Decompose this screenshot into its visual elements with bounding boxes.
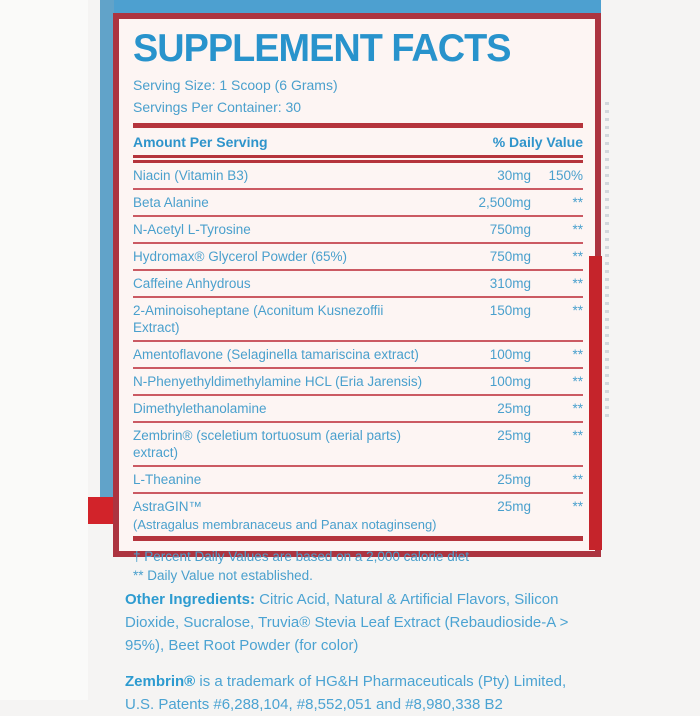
ingredient-daily-value: ** (572, 374, 583, 389)
ingredient-row: N-Acetyl L-Tyrosine 750mg ** (133, 217, 583, 244)
ingredient-subtext: (Astragalus membranaceus and Panax notag… (133, 517, 437, 532)
serving-size: Serving Size: 1 Scoop (6 Grams) (133, 77, 338, 93)
trademark-note-text: Zembrin® is a trademark of HG&H Pharmace… (125, 670, 587, 716)
vertical-microprint (605, 102, 609, 422)
label-top-blue-band (110, 0, 601, 14)
ingredient-daily-value: ** (572, 472, 583, 487)
amount-per-serving-header: Amount Per Serving (133, 134, 268, 150)
ingredient-amount: 25mg (497, 428, 531, 443)
label-right-red-bar (589, 256, 602, 550)
ingredient-amount: 310mg (489, 276, 531, 291)
other-ingredients-label: Other Ingredients: (125, 591, 256, 608)
ingredient-amount: 750mg (489, 249, 531, 264)
ingredient-amount: 25mg (497, 401, 531, 416)
facts-header-row: Amount Per Serving % Daily Value (133, 128, 583, 155)
ingredient-name: AstraGIN™ (133, 499, 203, 514)
facts-rows: Niacin (Vitamin B3) 30mg 150% Beta Alanine 2… (133, 163, 583, 536)
ingredient-daily-value: ** (572, 303, 583, 318)
ingredient-name: Amentoflavone (Selaginella tamariscina e… (133, 347, 419, 362)
ingredient-name: Hydromax® Glycerol Powder (65%) (133, 249, 348, 264)
ingredient-amount: 25mg (497, 472, 531, 487)
ingredient-amount: 2,500mg (478, 195, 531, 210)
page-left-margin (0, 0, 88, 700)
ingredient-row: N-Phenyethyldimethylamine HCL (Eria Jare… (133, 369, 583, 396)
ingredient-row: Caffeine Anhydrous 310mg ** (133, 271, 583, 298)
daily-value-header: % Daily Value (492, 134, 583, 150)
ingredient-amount: 25mg (497, 499, 531, 514)
trademark-label: Zembrin® (125, 673, 196, 690)
ingredient-daily-value: ** (572, 195, 583, 210)
ingredient-amount: 30mg (497, 168, 531, 183)
ingredient-row: Zembrin® (sceletium tortuosum (aerial pa… (133, 423, 583, 467)
footnote-line: † Percent Daily Values are based on a 2,… (133, 549, 469, 564)
ingredient-row: Beta Alanine 2,500mg ** (133, 190, 583, 217)
panel-title: SUPPLEMENT FACTS (133, 27, 511, 70)
ingredient-amount: 100mg (489, 374, 531, 389)
footnotes: † Percent Daily Values are based on a 2,… (133, 541, 583, 585)
ingredient-name: Niacin (Vitamin B3) (133, 168, 249, 183)
ingredient-row: AstraGIN™ 25mg ** (Astragalus membranaceus … (133, 494, 583, 536)
footnote-line: ** Daily Value not established. (133, 568, 313, 583)
supplement-facts-panel: SUPPLEMENT FACTS Serving Size: 1 Scoop (… (113, 13, 601, 583)
ingredient-daily-value: ** (572, 222, 583, 237)
label-left-red-notch (88, 497, 114, 524)
ingredient-row: Niacin (Vitamin B3) 30mg 150% (133, 163, 583, 190)
ingredient-daily-value: ** (572, 249, 583, 264)
ingredient-row: L-Theanine 25mg ** (133, 467, 583, 494)
ingredient-amount: 150mg (489, 303, 531, 318)
other-ingredients-body: Citric Acid, Natural & Artificial Flavor… (125, 591, 569, 654)
ingredient-amount: 750mg (489, 222, 531, 237)
divider-double (133, 155, 583, 163)
divider-thick-footnote (133, 536, 583, 541)
ingredient-name: 2-Aminoisoheptane (Aconitum Kusnezoffii … (133, 303, 384, 335)
ingredient-daily-value: ** (572, 428, 583, 443)
other-ingredients-text: Other Ingredients: Citric Acid, Natural … (125, 588, 587, 657)
ingredient-row: Hydromax® Glycerol Powder (65%) 750mg ** (133, 244, 583, 271)
divider-thick (133, 123, 583, 128)
ingredient-row: 2-Aminoisoheptane (Aconitum Kusnezoffii … (133, 298, 583, 342)
ingredient-row: Amentoflavone (Selaginella tamariscina e… (133, 342, 583, 369)
ingredient-name: L-Theanine (133, 472, 202, 487)
ingredient-amount: 100mg (489, 347, 531, 362)
ingredient-name: Caffeine Anhydrous (133, 276, 251, 291)
ingredient-daily-value: 150% (548, 168, 583, 183)
ingredient-row: Dimethylethanolamine 25mg ** (133, 396, 583, 423)
ingredient-name: Beta Alanine (133, 195, 209, 210)
ingredient-name: Zembrin® (sceletium tortuosum (aerial pa… (133, 428, 402, 460)
ingredient-name: N-Phenyethyldimethylamine HCL (Eria Jare… (133, 374, 423, 389)
label-left-blue-strip (100, 0, 114, 498)
ingredient-daily-value: ** (572, 401, 583, 416)
ingredient-name: Dimethylethanolamine (133, 401, 267, 416)
ingredient-daily-value: ** (572, 276, 583, 291)
servings-per-container: Servings Per Container: 30 (133, 99, 302, 115)
ingredient-name: N-Acetyl L-Tyrosine (133, 222, 251, 237)
ingredient-daily-value: ** (572, 499, 583, 514)
ingredient-daily-value: ** (572, 347, 583, 362)
